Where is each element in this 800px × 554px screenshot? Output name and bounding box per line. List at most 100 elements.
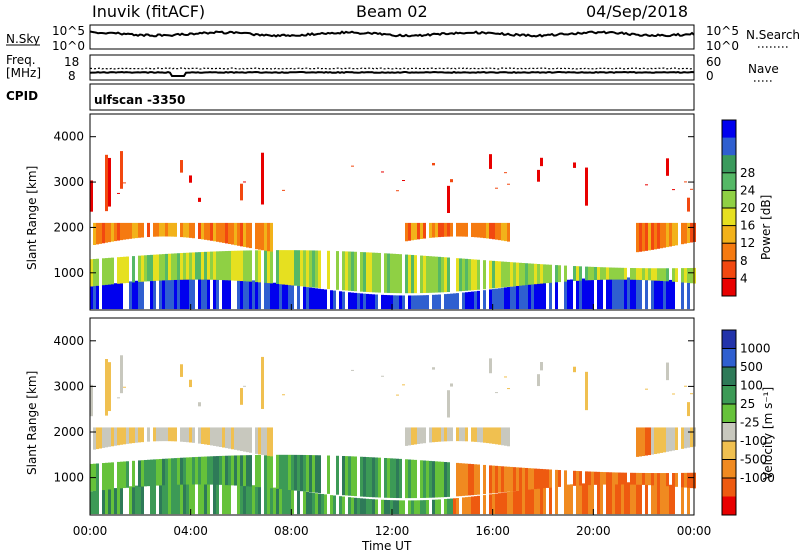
power-cell	[354, 292, 357, 310]
velocity-cell	[687, 402, 690, 417]
power-cell	[141, 280, 144, 310]
power-cell	[444, 257, 447, 293]
power-cell	[270, 250, 273, 284]
power-cell	[435, 294, 438, 310]
freq-tick-bottom: 8	[68, 69, 76, 83]
power-cell	[117, 257, 120, 284]
power-cell	[201, 277, 204, 310]
velocity-cell	[162, 458, 165, 486]
colorbar-tick-label: 12	[740, 236, 755, 250]
power-cell	[474, 222, 477, 238]
velocity-cell	[255, 427, 258, 454]
power-cell	[249, 250, 252, 282]
velocity-cell	[306, 491, 309, 515]
velocity-cell	[291, 489, 294, 515]
velocity-cell	[645, 388, 648, 390]
power-cell	[180, 253, 183, 280]
power-cell	[510, 262, 513, 287]
velocity-cell	[657, 473, 660, 486]
power-cell	[528, 284, 531, 310]
velocity-cell	[645, 482, 648, 515]
velocity-cell	[174, 458, 177, 485]
velocity-cell	[330, 495, 333, 515]
power-cell	[564, 280, 567, 310]
velocity-cell	[375, 499, 378, 515]
power-cell	[96, 285, 99, 310]
velocity-cell	[180, 457, 183, 485]
velocity-cell	[669, 484, 672, 515]
velocity-cell	[117, 397, 120, 399]
power-cell	[534, 283, 537, 310]
power-cell	[186, 252, 189, 280]
velocity-cell	[132, 485, 135, 515]
power-cell	[672, 280, 675, 310]
power-cell	[159, 278, 162, 310]
power-cell	[123, 256, 126, 284]
velocity-cell	[138, 485, 141, 515]
colorbar-swatch	[722, 422, 736, 442]
velocity-cell	[312, 492, 315, 515]
power-cell	[459, 222, 462, 237]
velocity-cell	[105, 462, 108, 490]
velocity-cell	[324, 494, 327, 515]
velocity-cell	[570, 484, 573, 515]
power-cell	[405, 222, 408, 242]
power-cell	[174, 253, 177, 280]
power-cell	[267, 250, 270, 284]
x-axis-label: Time UT	[361, 539, 412, 553]
power-cell	[393, 253, 396, 294]
power-cell	[105, 284, 108, 310]
velocity-cell	[651, 483, 654, 515]
power-cell	[402, 295, 405, 310]
nsky-panel-frame	[89, 24, 695, 50]
power-cell	[588, 278, 591, 310]
power-cell	[351, 292, 354, 310]
velocity-cell	[201, 427, 204, 445]
power-cell	[111, 222, 114, 242]
power-cell	[129, 222, 132, 239]
velocity-cell	[519, 467, 522, 491]
power-cell	[228, 278, 231, 310]
power-cell	[495, 187, 498, 189]
velocity-cell	[291, 454, 294, 491]
velocity-cell	[309, 492, 312, 515]
power-cell	[180, 160, 183, 173]
velocity-cell	[423, 460, 426, 498]
velocity-cell	[474, 464, 477, 495]
velocity-cell	[465, 427, 468, 442]
power-cell	[447, 222, 450, 237]
power-cell	[432, 222, 435, 238]
power-cell	[243, 279, 246, 310]
velocity-cell	[588, 483, 591, 515]
power-cell	[243, 181, 246, 183]
power-cell	[309, 287, 312, 310]
velocity-cell	[621, 482, 624, 515]
power-cell	[681, 281, 684, 310]
power-cell	[471, 222, 474, 238]
power-cell	[666, 222, 669, 248]
velocity-cell	[108, 462, 111, 490]
power-cell	[201, 251, 204, 280]
velocity-cell	[360, 456, 363, 497]
velocity-cell	[609, 482, 612, 515]
nsky-tick-bottom: 10^0	[52, 39, 85, 53]
velocity-cell	[264, 454, 267, 488]
power-cell	[618, 277, 621, 310]
power-cell	[654, 222, 657, 250]
velocity-cell	[135, 427, 138, 443]
velocity-cell	[390, 458, 393, 498]
power-cell	[459, 258, 462, 292]
velocity-cell	[540, 362, 543, 371]
velocity-cell	[234, 427, 237, 450]
power-cell	[666, 268, 669, 282]
power-cell	[129, 281, 132, 310]
power-cell	[261, 222, 264, 251]
power-cell	[153, 222, 156, 237]
velocity-cell	[216, 427, 219, 447]
power-cell	[585, 266, 588, 281]
power-cell	[279, 250, 282, 285]
power-cell	[483, 260, 486, 290]
power-cell	[528, 263, 531, 285]
velocity-cell	[387, 458, 390, 498]
power-cell	[396, 253, 399, 294]
